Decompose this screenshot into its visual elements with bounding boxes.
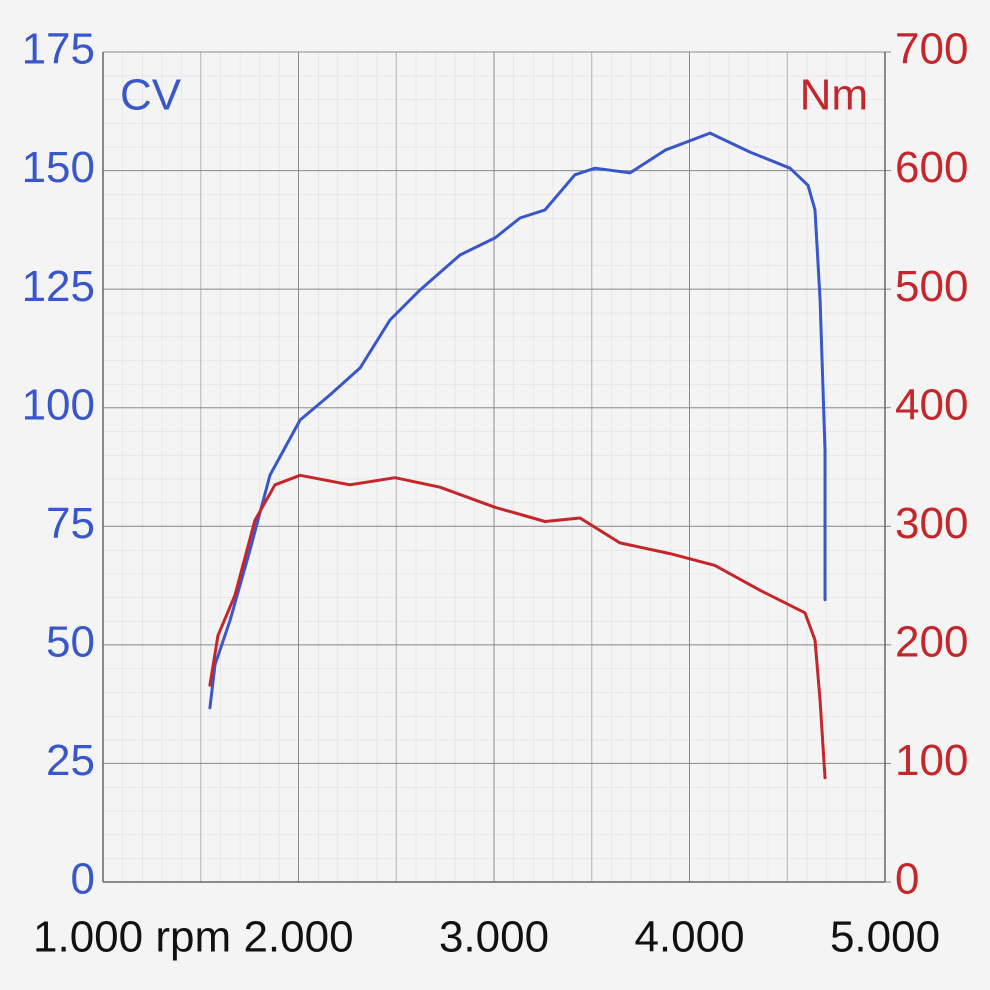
legend-label: CV <box>120 71 182 120</box>
y-tick-label: 0 <box>71 855 95 904</box>
y-tick-label: 75 <box>46 499 95 548</box>
y2-tick-label: 200 <box>895 617 968 666</box>
x-tick-label: 2.000 <box>243 913 353 962</box>
y2-tick-label: 300 <box>895 499 968 548</box>
series-line <box>208 131 827 710</box>
y-tick-label: 175 <box>22 25 95 74</box>
y2-tick-label: 500 <box>895 262 968 311</box>
y-tick-label: 50 <box>46 617 95 666</box>
y-tick-label: 150 <box>22 143 95 192</box>
series-line <box>208 473 827 780</box>
x-tick-label: 5.000 <box>830 913 940 962</box>
y2-tick-label: 700 <box>895 25 968 74</box>
x-tick-label: 4.000 <box>634 913 744 962</box>
y-tick-label: 25 <box>46 736 95 785</box>
y-tick-label: 100 <box>22 380 95 429</box>
y2-tick-label: 400 <box>895 380 968 429</box>
x-tick-label: 3.000 <box>439 913 549 962</box>
x-tick-label: 1.000 rpm <box>33 913 231 962</box>
y2-tick-label: 600 <box>895 143 968 192</box>
y-tick-label: 125 <box>22 262 95 311</box>
y2-tick-label: 100 <box>895 736 968 785</box>
legend-label: Nm <box>800 71 868 120</box>
y2-tick-label: 0 <box>895 855 919 904</box>
